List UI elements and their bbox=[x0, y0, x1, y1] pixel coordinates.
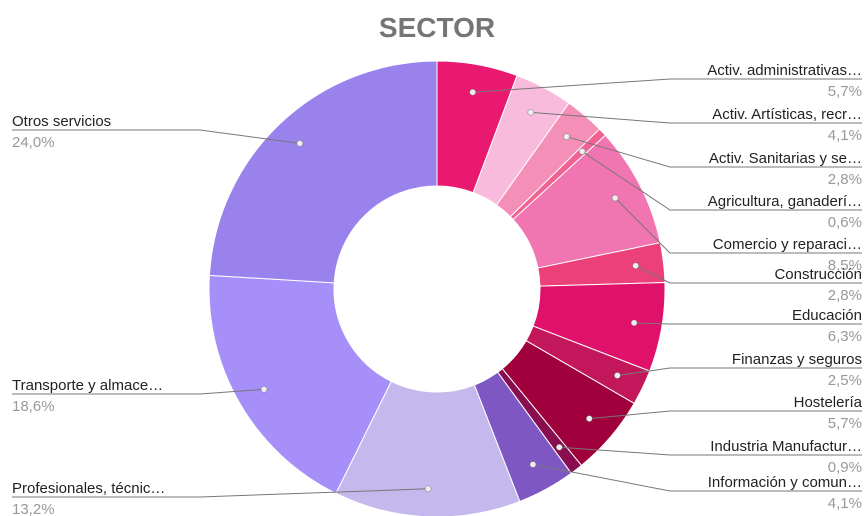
label-value: 2,8% bbox=[828, 171, 862, 188]
donut-slice bbox=[208, 60, 438, 284]
label-name: Otros servicios bbox=[12, 113, 111, 130]
leader-line bbox=[635, 265, 862, 284]
leader-dot bbox=[260, 386, 268, 393]
leader-line bbox=[614, 197, 862, 254]
leader-line bbox=[581, 150, 862, 211]
label-value: 2,8% bbox=[828, 287, 862, 304]
label-name: Agricultura, ganaderí… bbox=[708, 193, 862, 210]
label-name: Finanzas y seguros bbox=[732, 351, 862, 368]
leader-dot bbox=[424, 485, 432, 493]
leader-dot bbox=[578, 148, 586, 155]
label-value: 8,5% bbox=[828, 257, 862, 274]
leader-dot bbox=[529, 461, 537, 468]
label-name: Profesionales, técnic… bbox=[12, 480, 165, 497]
label-name: Activ. Sanitarias y se… bbox=[709, 150, 862, 167]
label-name: Hostelería bbox=[794, 394, 863, 411]
label-value: 6,3% bbox=[828, 328, 862, 345]
label-value: 4,1% bbox=[828, 495, 862, 512]
leader-line bbox=[617, 367, 862, 376]
leader-line bbox=[566, 136, 862, 168]
leader-dot bbox=[614, 372, 621, 379]
leader-line bbox=[589, 410, 862, 420]
chart-title: SECTOR bbox=[379, 12, 495, 43]
label-name: Construcción bbox=[774, 266, 862, 283]
leader-line bbox=[12, 388, 265, 395]
label-name: Información y comun… bbox=[708, 474, 862, 491]
leader-dot bbox=[632, 262, 639, 270]
leader-dot bbox=[296, 140, 304, 147]
donut-slice bbox=[335, 380, 521, 516]
label-value: 13,2% bbox=[12, 501, 55, 516]
label-name: Industria Manufactur… bbox=[710, 438, 862, 455]
leader-line bbox=[634, 322, 862, 325]
label-name: Comercio y reparaci… bbox=[713, 236, 862, 253]
label-name: Activ. administrativas… bbox=[707, 62, 862, 79]
label-value: 18,6% bbox=[12, 398, 55, 415]
leader-dot bbox=[563, 133, 570, 140]
label-value: 0,6% bbox=[828, 214, 862, 231]
label-value: 2,5% bbox=[828, 372, 862, 389]
label-name: Activ. Artísticas, recr… bbox=[712, 106, 862, 123]
label-value: 4,1% bbox=[828, 127, 862, 144]
leader-dot bbox=[556, 444, 563, 451]
leader-line bbox=[12, 129, 300, 144]
donut-slice bbox=[208, 274, 392, 495]
leader-dot bbox=[586, 415, 593, 422]
label-value: 0,9% bbox=[828, 459, 862, 476]
leader-line bbox=[12, 488, 429, 498]
label-name: Educación bbox=[792, 307, 862, 324]
leader-dot bbox=[630, 319, 638, 327]
label-name: Transporte y almace… bbox=[12, 377, 163, 394]
leader-dot bbox=[527, 109, 535, 116]
leader-line bbox=[532, 463, 862, 492]
label-value: 5,7% bbox=[828, 415, 862, 432]
leader-dot bbox=[469, 88, 476, 96]
leader-dot bbox=[611, 194, 619, 202]
leader-line bbox=[559, 446, 862, 456]
leader-line bbox=[530, 111, 862, 124]
label-value: 24,0% bbox=[12, 134, 55, 151]
leader-line bbox=[472, 78, 862, 93]
label-value: 5,7% bbox=[828, 83, 862, 100]
